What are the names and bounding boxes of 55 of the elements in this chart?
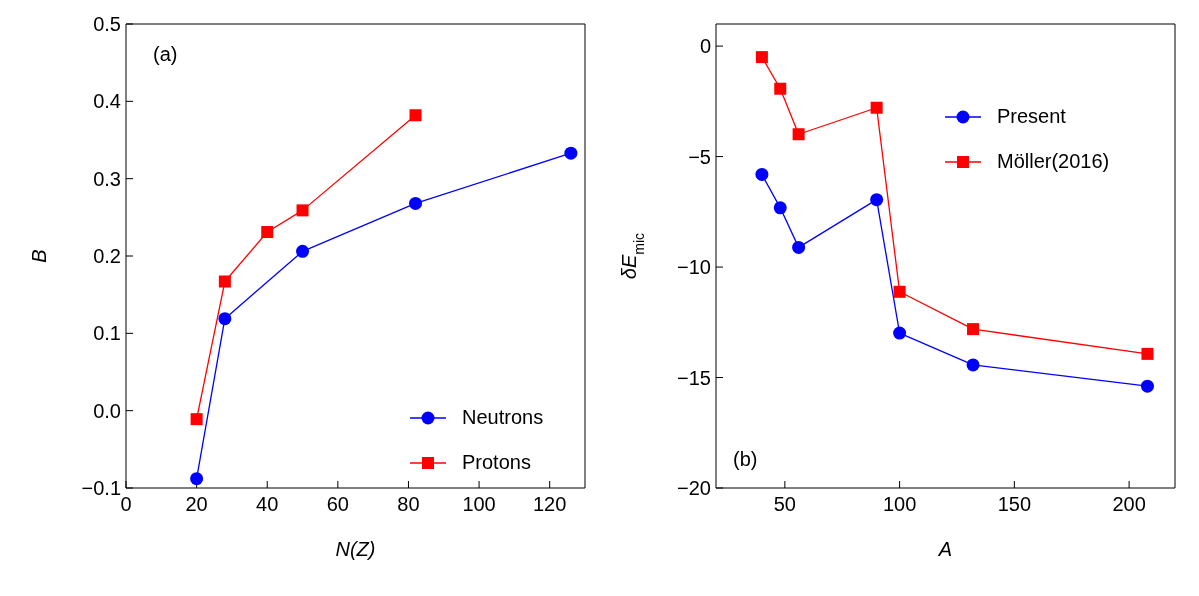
- x-axis-title: A: [937, 538, 953, 560]
- point: [409, 109, 422, 122]
- point: [774, 82, 787, 95]
- y-axis-title: B: [28, 249, 50, 263]
- annotation: (a): [153, 43, 178, 66]
- y-tick-label: 0: [699, 35, 711, 58]
- point: [564, 146, 578, 160]
- point: [755, 51, 768, 64]
- point: [190, 472, 204, 486]
- x-tick-label: 40: [256, 493, 279, 516]
- point: [967, 323, 980, 336]
- legend-label: Protons: [462, 451, 531, 474]
- point: [296, 204, 309, 217]
- legend-label: Möller(2016): [997, 150, 1110, 173]
- x-tick-label: 50: [773, 493, 796, 516]
- y-tick-label: −0.1: [81, 477, 121, 500]
- y-tick-label: 0.4: [93, 90, 121, 113]
- point: [966, 358, 980, 372]
- annotation: (b): [733, 448, 758, 471]
- x-tick-label: 200: [1112, 493, 1146, 516]
- point: [893, 285, 906, 298]
- point: [1141, 347, 1154, 360]
- y-tick-label: 0.0: [93, 399, 121, 422]
- y-tick-label: −15: [677, 366, 711, 389]
- x-tick-label: 100: [882, 493, 917, 516]
- point: [190, 413, 203, 426]
- x-tick-label: 150: [997, 493, 1032, 516]
- point: [409, 196, 423, 210]
- point: [1140, 379, 1154, 393]
- legend-label: Present: [997, 105, 1066, 128]
- point: [296, 244, 310, 258]
- y-tick-label: −20: [677, 477, 711, 500]
- legend-label: Neutrons: [462, 406, 544, 429]
- point: [773, 201, 787, 215]
- y-tick-label: 0.3: [93, 167, 121, 190]
- y-tick-label: 0.1: [93, 322, 121, 345]
- point: [870, 101, 883, 114]
- x-tick-label: 100: [462, 493, 496, 516]
- point: [218, 275, 231, 288]
- x-tick-label: 80: [397, 493, 420, 516]
- point: [893, 326, 907, 340]
- y-tick-label: 0.5: [93, 13, 121, 36]
- point: [870, 193, 884, 207]
- y-tick-label: −10: [677, 256, 711, 279]
- y-tick-label: −5: [688, 145, 711, 168]
- point: [792, 240, 806, 254]
- x-tick-label: 120: [533, 493, 567, 516]
- point: [755, 167, 769, 181]
- x-tick-label: 60: [326, 493, 349, 516]
- point: [792, 128, 805, 141]
- x-axis-title: N(Z): [335, 538, 376, 560]
- point: [261, 226, 274, 239]
- y-tick-label: 0.2: [93, 245, 121, 268]
- x-tick-label: 20: [185, 493, 208, 516]
- point: [218, 312, 232, 326]
